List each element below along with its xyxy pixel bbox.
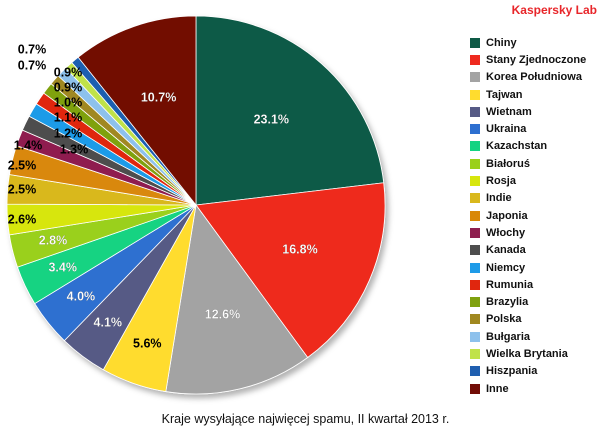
legend-label: Kazachstan bbox=[486, 140, 548, 153]
legend-label: Bułgaria bbox=[486, 330, 531, 343]
legend-item-wietnam: Wietnam bbox=[470, 103, 586, 120]
data-label-wietnam: 4.1% bbox=[94, 315, 123, 329]
legend-item-kanada: Kanada bbox=[470, 242, 586, 259]
legend-swatch bbox=[470, 72, 480, 83]
legend-label: Białoruś bbox=[486, 157, 531, 170]
data-label-chiny: 23.1% bbox=[254, 112, 289, 126]
data-label-kanada: 1.3% bbox=[60, 142, 89, 156]
data-label-bialorus: 2.8% bbox=[39, 233, 68, 247]
legend-swatch bbox=[470, 193, 480, 204]
legend-swatch bbox=[470, 89, 480, 100]
legend-item-inne: Inne bbox=[470, 380, 586, 397]
legend-item-polska: Polska bbox=[470, 311, 586, 328]
legend-swatch bbox=[470, 37, 480, 48]
chart-title: Kraje wysyłające najwięcej spamu, II kwa… bbox=[161, 412, 450, 426]
legend-label: Ukraina bbox=[486, 123, 527, 136]
legend-item-tajwan: Tajwan bbox=[470, 86, 586, 103]
data-label-inne: 10.7% bbox=[141, 90, 176, 104]
data-label-ukraina: 4.0% bbox=[67, 289, 96, 303]
legend-item-hiszpania: Hiszpania bbox=[470, 363, 586, 380]
pie-slice-stany-zjednoczone bbox=[195, 182, 386, 359]
data-label-bulgaria: 0.9% bbox=[54, 65, 83, 79]
pie-slice-inne bbox=[77, 15, 197, 207]
legend-label: Wietnam bbox=[486, 105, 532, 118]
pie-slice-chiny bbox=[195, 15, 385, 206]
legend-label: Inne bbox=[486, 382, 509, 395]
legend-label: Brazylia bbox=[486, 296, 529, 309]
legend-label: Rumunia bbox=[486, 278, 534, 291]
legend-item-indie: Indie bbox=[470, 190, 586, 207]
legend-swatch bbox=[470, 314, 480, 325]
data-label-rosja: 2.6% bbox=[8, 212, 37, 226]
data-label-niemcy: 1.2% bbox=[54, 126, 83, 140]
legend-label: Wielka Brytania bbox=[486, 347, 568, 360]
legend-item-stany-zjednoczone: Stany Zjednoczone bbox=[470, 51, 586, 68]
data-label-kazachstan: 3.4% bbox=[48, 260, 77, 274]
pie-slices bbox=[6, 15, 386, 395]
data-label-polska: 0.9% bbox=[54, 80, 83, 94]
legend-item-ukraina: Ukraina bbox=[470, 120, 586, 137]
legend-swatch bbox=[470, 158, 480, 169]
legend-item-japonia: Japonia bbox=[470, 207, 586, 224]
legend-swatch bbox=[470, 279, 480, 290]
legend-swatch bbox=[470, 245, 480, 256]
legend-label: Kanada bbox=[486, 244, 526, 257]
data-label-tajwan: 5.6% bbox=[133, 336, 162, 350]
pie-slice-korea-poludniowa bbox=[165, 203, 309, 395]
legend-swatch bbox=[470, 54, 480, 65]
legend-swatch bbox=[470, 124, 480, 135]
data-label-korea-poludniowa: 12.6% bbox=[205, 308, 240, 322]
legend-swatch bbox=[470, 383, 480, 394]
legend-label: Chiny bbox=[486, 36, 517, 49]
chart-legend: Chiny Stany Zjednoczone Korea Południowa Ta… bbox=[470, 34, 586, 397]
legend-item-chiny: Chiny bbox=[470, 34, 586, 51]
data-label-stany-zjednoczone: 16.8% bbox=[282, 242, 317, 256]
data-label-brazylia: 1.0% bbox=[54, 95, 83, 109]
legend-swatch bbox=[470, 141, 480, 152]
legend-label: Hiszpania bbox=[486, 365, 538, 378]
legend-label: Polska bbox=[486, 313, 522, 326]
legend-label: Rosja bbox=[486, 175, 516, 188]
legend-label: Korea Południowa bbox=[486, 71, 582, 84]
legend-swatch bbox=[470, 176, 480, 187]
legend-swatch bbox=[470, 106, 480, 117]
data-label-japonia: 2.5% bbox=[8, 158, 37, 172]
legend-item-wielka-brytania: Wielka Brytania bbox=[470, 345, 586, 362]
pie-labels: 23.1% 16.8% 12.6% 5.6% 4.1% 4.0% 3.4% 2.8%2.6% 2… bbox=[8, 42, 318, 350]
legend-label: Japonia bbox=[486, 209, 528, 222]
data-label-indie: 2.5% bbox=[8, 182, 37, 196]
legend-item-rosja: Rosja bbox=[470, 172, 586, 189]
legend-item-kazachstan: Kazachstan bbox=[470, 138, 586, 155]
legend-item-korea-poludniowa: Korea Południowa bbox=[470, 69, 586, 86]
data-label-hiszpania: 0.7% bbox=[18, 42, 47, 56]
legend-label: Stany Zjednoczone bbox=[486, 53, 587, 66]
data-label-wielka-brytania: 0.7% bbox=[18, 58, 47, 72]
legend-label: Indie bbox=[486, 192, 512, 205]
legend-label: Tajwan bbox=[486, 88, 523, 101]
legend-label: Niemcy bbox=[486, 261, 526, 274]
legend-item-bulgaria: Bułgaria bbox=[470, 328, 586, 345]
legend-swatch bbox=[470, 331, 480, 342]
legend-swatch bbox=[470, 297, 480, 308]
legend-swatch bbox=[470, 210, 480, 221]
legend-swatch bbox=[470, 348, 480, 359]
legend-swatch bbox=[470, 227, 480, 238]
legend-item-niemcy: Niemcy bbox=[470, 259, 586, 276]
legend-label: Włochy bbox=[486, 226, 526, 239]
data-label-wlochy: 1.4% bbox=[14, 138, 43, 152]
legend-swatch bbox=[470, 262, 480, 273]
legend-item-rumunia: Rumunia bbox=[470, 276, 586, 293]
legend-swatch bbox=[470, 366, 480, 377]
legend-item-brazylia: Brazylia bbox=[470, 293, 586, 310]
brand-logo-text: Kaspersky Lab bbox=[511, 3, 597, 17]
data-label-rumunia: 1.1% bbox=[54, 110, 83, 124]
legend-item-bialorus: Białoruś bbox=[470, 155, 586, 172]
legend-item-wlochy: Włochy bbox=[470, 224, 586, 241]
